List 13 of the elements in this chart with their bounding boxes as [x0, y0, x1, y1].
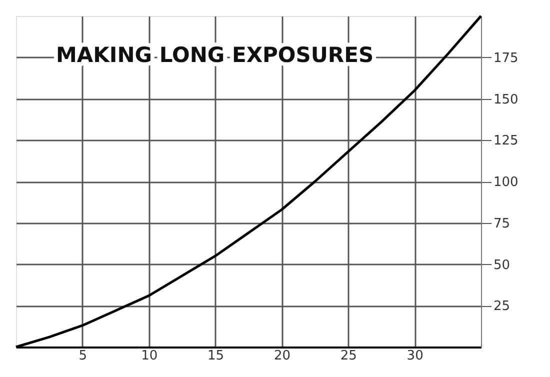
x-tick-label: 25: [340, 348, 357, 364]
x-tick-label: 30: [406, 348, 424, 364]
x-tick-label: 10: [141, 348, 158, 364]
y-tick-label: 75: [494, 216, 510, 232]
y-tick-label: 175: [494, 50, 518, 66]
y-tick-label: 50: [494, 258, 510, 273]
x-tick-label: 5: [78, 348, 88, 364]
y-tick-label: 25: [494, 299, 510, 314]
x-tick-label: 15: [208, 348, 224, 364]
y-tick-label: 125: [494, 134, 518, 149]
y-tick-label: 100: [494, 175, 518, 190]
y-tick-label: 150: [494, 92, 518, 108]
x-tick-label: 20: [274, 348, 290, 364]
